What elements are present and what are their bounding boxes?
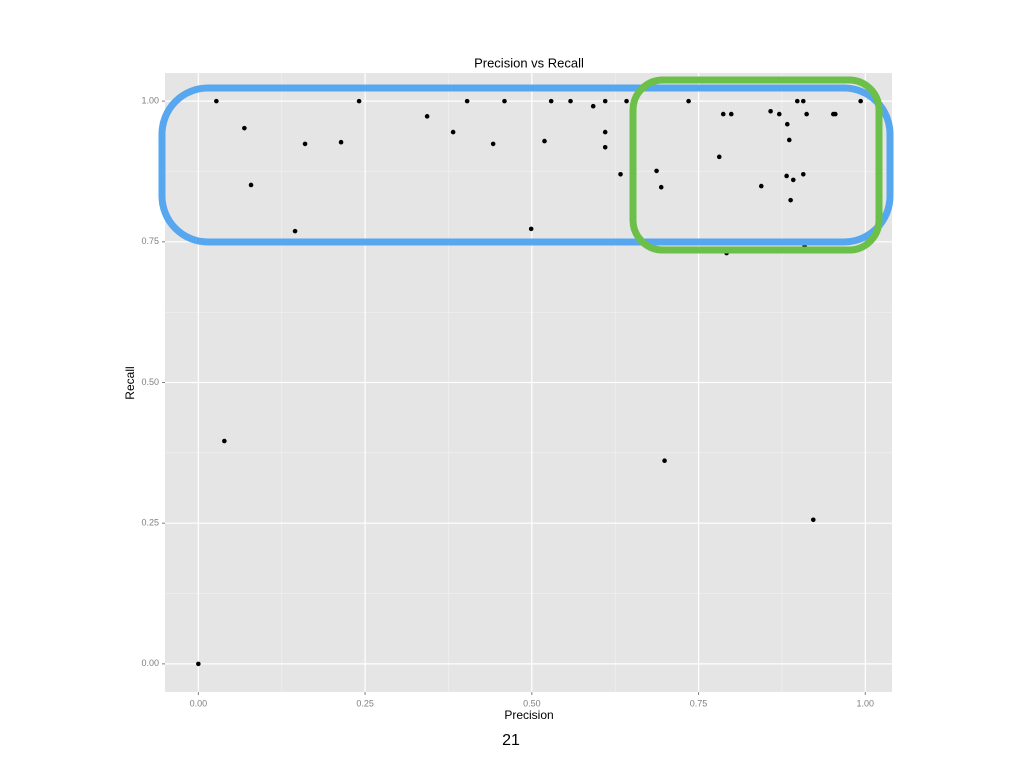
grid <box>162 73 892 695</box>
y-tick-label: 0.75 <box>141 236 159 246</box>
data-point <box>662 458 667 464</box>
data-point <box>602 98 608 104</box>
data-point <box>720 111 726 117</box>
y-axis-label: Recall <box>123 366 137 399</box>
data-point <box>602 144 608 150</box>
data-point <box>786 137 792 143</box>
data-point <box>784 173 789 179</box>
y-tick-label: 0.25 <box>141 518 159 528</box>
x-tick-label: 0.00 <box>190 698 208 708</box>
data-point <box>768 108 773 114</box>
data-point <box>214 98 219 104</box>
data-point <box>776 111 782 117</box>
data-point <box>590 103 596 109</box>
data-point <box>858 98 863 104</box>
data-point <box>548 98 554 104</box>
data-point <box>528 226 534 232</box>
data-point <box>790 177 796 183</box>
data-point <box>450 129 456 135</box>
data-point <box>728 111 734 117</box>
data-point <box>292 228 298 234</box>
data-point <box>716 154 722 160</box>
x-axis-label: Precision <box>504 708 553 722</box>
data-point <box>833 111 838 117</box>
data-point <box>784 121 790 127</box>
points <box>196 98 863 667</box>
data-point <box>624 98 629 104</box>
data-point <box>356 98 362 104</box>
y-tick-label: 0.50 <box>141 377 159 387</box>
data-point <box>542 138 547 144</box>
data-point <box>464 98 470 104</box>
y-tick-label: 0.00 <box>141 658 159 668</box>
data-point <box>658 184 664 190</box>
data-point <box>196 661 201 667</box>
data-point <box>424 114 430 119</box>
data-point <box>222 438 227 444</box>
x-tick-label: 0.50 <box>523 698 541 708</box>
page-number: 21 <box>502 732 520 749</box>
data-point <box>800 98 806 104</box>
data-point <box>686 98 691 104</box>
highlight-box-green <box>629 76 883 254</box>
data-point <box>490 141 496 147</box>
data-point <box>502 98 507 104</box>
chart-title: Precision vs Recall <box>474 55 584 70</box>
data-point <box>618 171 623 177</box>
data-point <box>788 197 793 203</box>
data-point <box>568 98 573 104</box>
data-point <box>338 139 344 145</box>
x-tick-label: 0.75 <box>690 698 708 708</box>
data-point <box>810 517 816 523</box>
data-point <box>242 125 247 131</box>
data-point <box>654 168 659 174</box>
data-point <box>758 183 764 189</box>
y-tick-label: 1.00 <box>141 96 159 106</box>
x-tick-label: 1.00 <box>857 698 875 708</box>
data-point <box>248 182 254 188</box>
data-point <box>804 111 809 117</box>
data-point <box>302 141 308 147</box>
x-tick-label: 0.25 <box>356 698 374 708</box>
data-point <box>602 129 608 135</box>
data-point <box>794 98 800 104</box>
highlight-box-blue <box>158 84 894 246</box>
data-point <box>800 171 806 177</box>
